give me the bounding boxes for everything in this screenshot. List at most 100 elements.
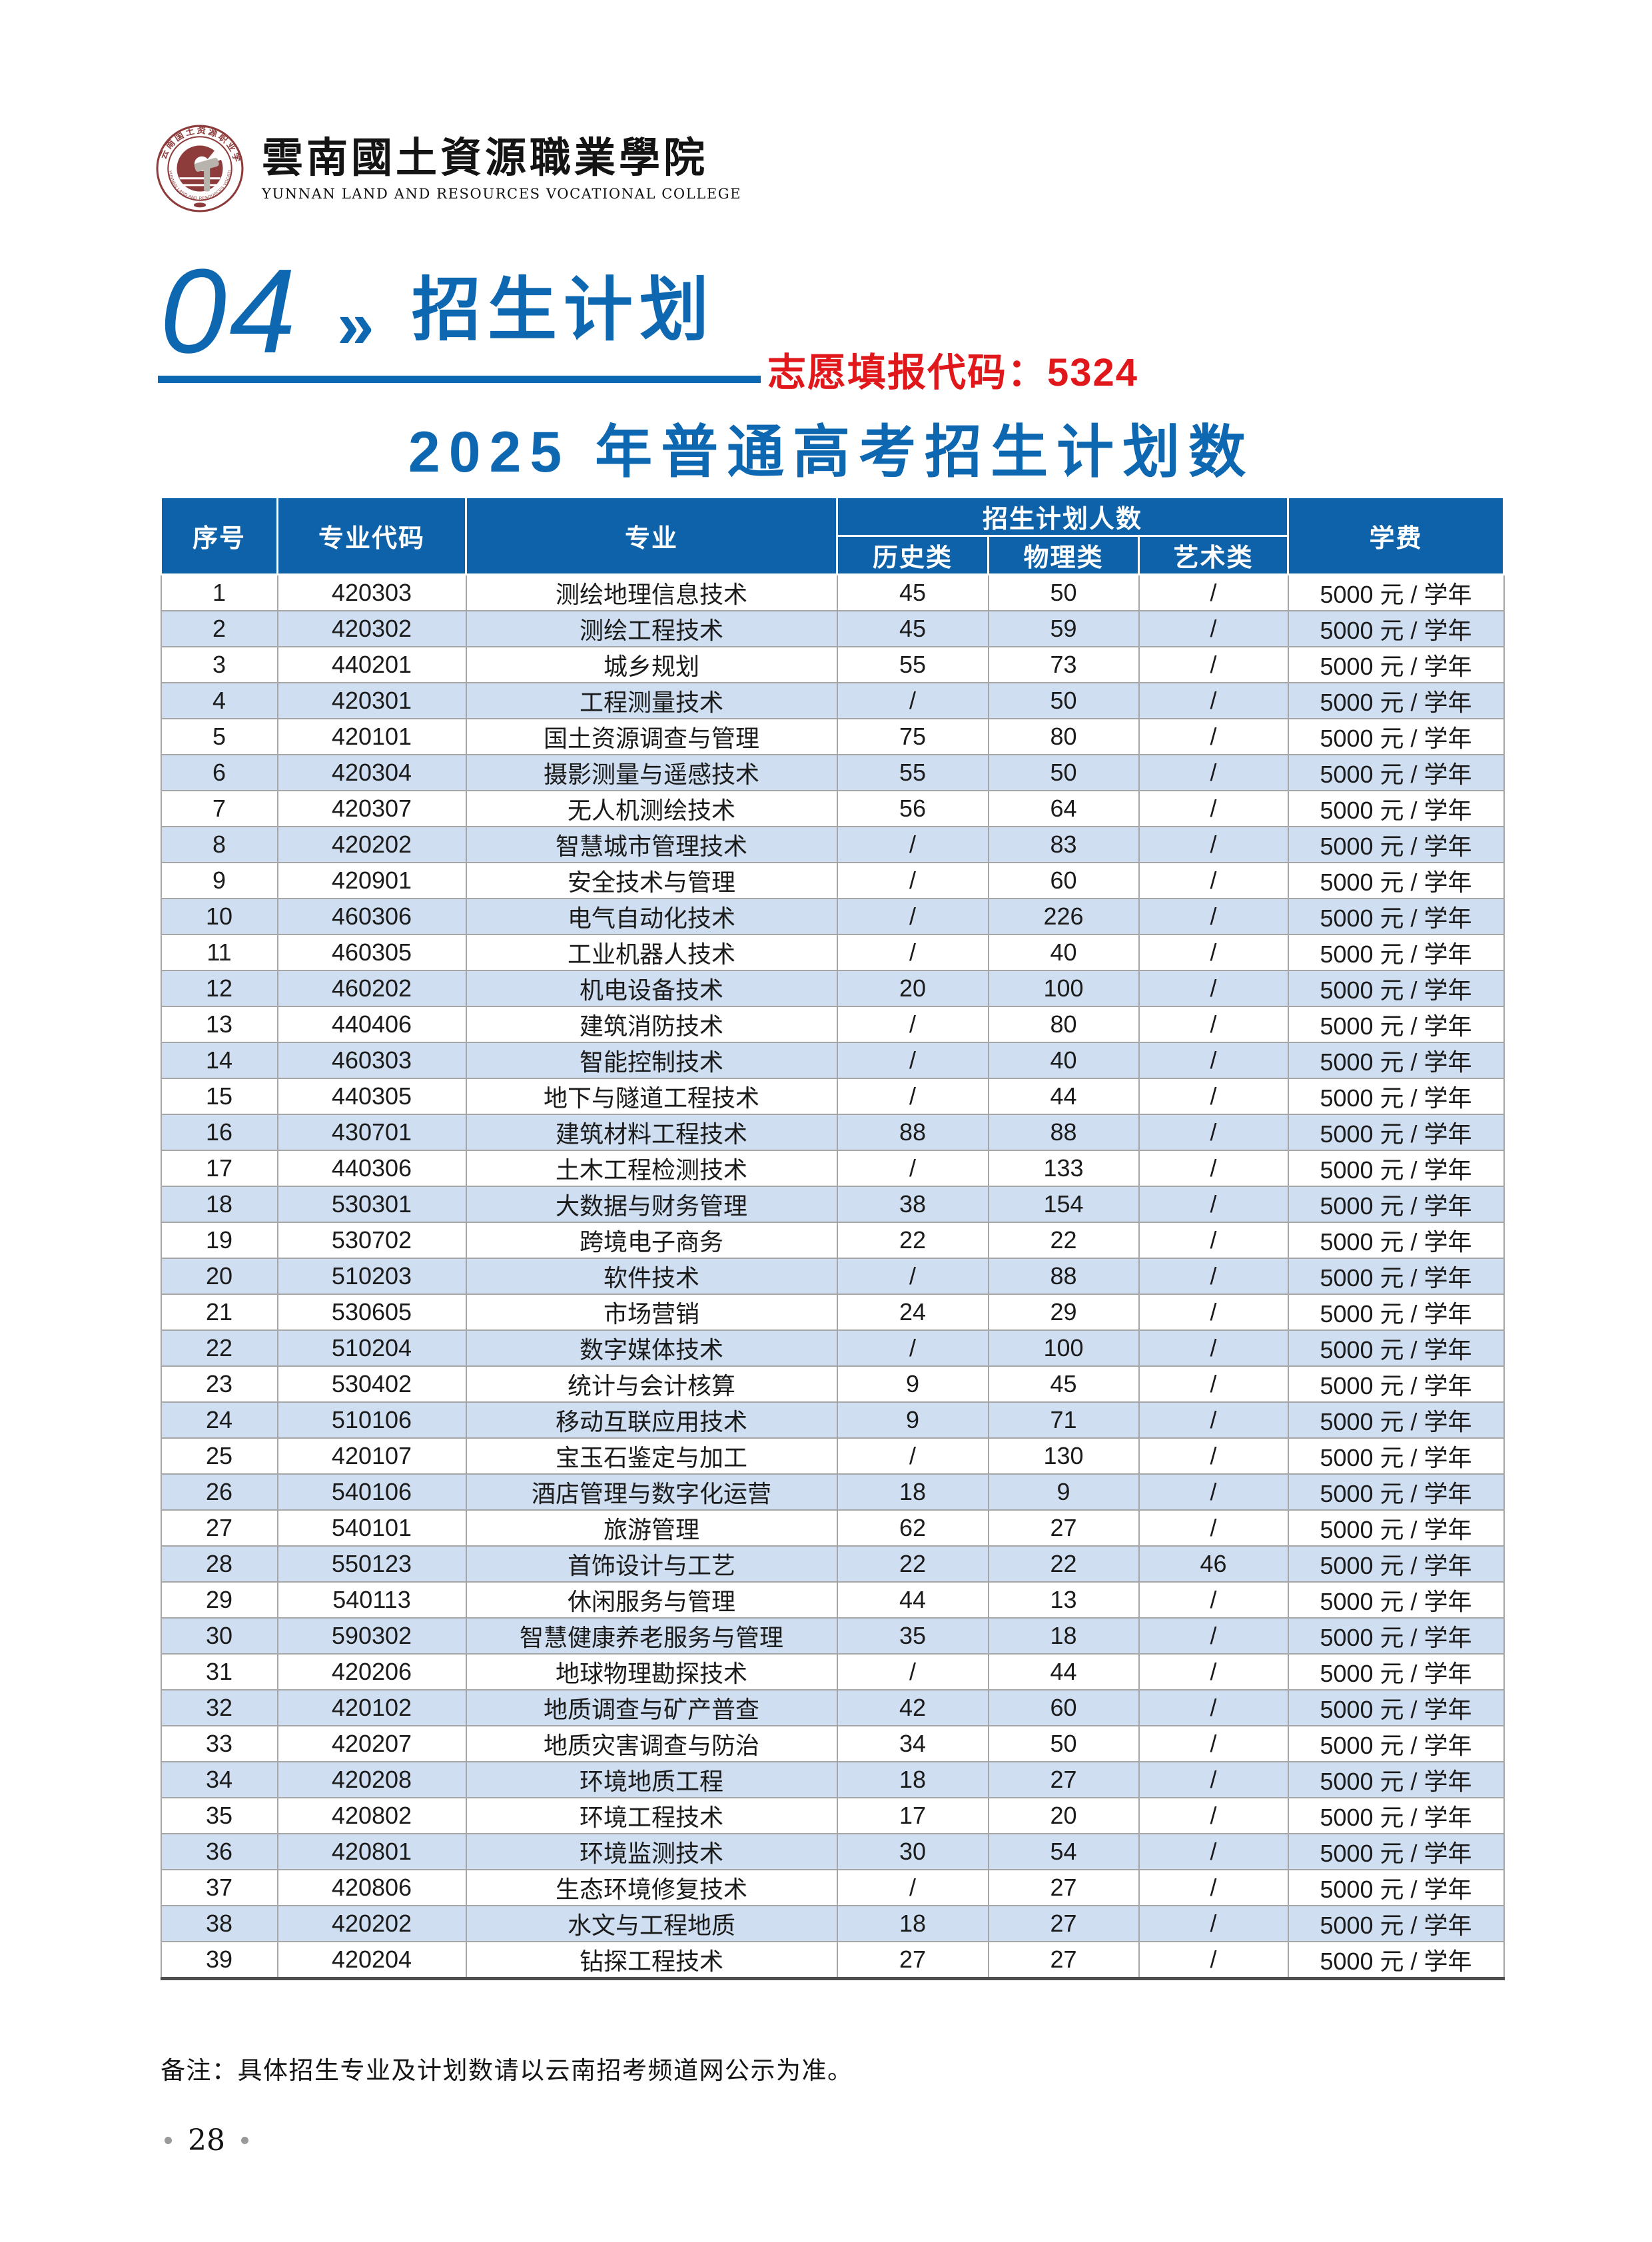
cell-history: / xyxy=(836,1869,989,1906)
cell-no: 3 xyxy=(160,646,278,683)
cell-arts: / xyxy=(1138,682,1289,719)
cell-physics: 60 xyxy=(987,862,1140,899)
table-row: 37 420806 生态环境修复技术 / 27 / 5000 元 / 学年 xyxy=(160,1869,1505,1906)
cell-tuition: 5000 元 / 学年 xyxy=(1287,1473,1505,1511)
cell-history: 75 xyxy=(836,718,989,755)
table-row: 36 420801 环境监测技术 30 54 / 5000 元 / 学年 xyxy=(160,1833,1505,1870)
table-row: 26 540106 酒店管理与数字化运营 18 9 / 5000 元 / 学年 xyxy=(160,1473,1505,1511)
cell-major: 环境监测技术 xyxy=(465,1833,838,1870)
table-row: 2 420302 测绘工程技术 45 59 / 5000 元 / 学年 xyxy=(160,610,1505,647)
cell-physics: 22 xyxy=(987,1222,1140,1259)
cell-major-code: 420207 xyxy=(276,1725,467,1762)
cell-tuition: 5000 元 / 学年 xyxy=(1287,1905,1505,1942)
col-header-tuition: 学费 xyxy=(1287,496,1505,575)
cell-physics: 9 xyxy=(987,1473,1140,1511)
cell-major-code: 420204 xyxy=(276,1941,467,1980)
table-row: 9 420901 安全技术与管理 / 60 / 5000 元 / 学年 xyxy=(160,862,1505,899)
cell-history: / xyxy=(836,1653,989,1690)
cell-history: 24 xyxy=(836,1294,989,1331)
cell-tuition: 5000 元 / 学年 xyxy=(1287,1725,1505,1762)
cell-tuition: 5000 元 / 学年 xyxy=(1287,898,1505,935)
cell-tuition: 5000 元 / 学年 xyxy=(1287,1294,1505,1331)
cell-physics: 40 xyxy=(987,1042,1140,1079)
cell-no: 17 xyxy=(160,1150,278,1187)
cell-arts: / xyxy=(1138,1725,1289,1762)
cell-major-code: 420303 xyxy=(276,573,467,611)
cell-major: 统计与会计核算 xyxy=(465,1365,838,1403)
cell-arts: / xyxy=(1138,1329,1289,1367)
table-row: 21 530605 市场营销 24 29 / 5000 元 / 学年 xyxy=(160,1294,1505,1331)
cell-major: 土木工程检测技术 xyxy=(465,1150,838,1187)
cell-history: 55 xyxy=(836,754,989,791)
cell-history: 22 xyxy=(836,1545,989,1583)
cell-major: 地球物理勘探技术 xyxy=(465,1653,838,1690)
seal-icon: 云南国土资源职业学院 YUNNAN LAND AND RESOURCES VOC… xyxy=(150,115,244,212)
cell-tuition: 5000 元 / 学年 xyxy=(1287,934,1505,971)
enrollment-table: 序号 专业代码 专业 招生计划人数 学费 历史类 物理类 艺术类 1 42030… xyxy=(160,496,1505,1980)
cell-major: 智能控制技术 xyxy=(465,1042,838,1079)
cell-history: 45 xyxy=(836,610,989,647)
cell-no: 9 xyxy=(160,862,278,899)
cell-major: 建筑消防技术 xyxy=(465,1006,838,1043)
cell-major: 工业机器人技术 xyxy=(465,934,838,971)
cell-major: 测绘地理信息技术 xyxy=(465,573,838,611)
cell-no: 8 xyxy=(160,826,278,863)
cell-major: 无人机测绘技术 xyxy=(465,790,838,827)
cell-no: 2 xyxy=(160,610,278,647)
cell-arts: / xyxy=(1138,573,1289,611)
cell-no: 23 xyxy=(160,1365,278,1403)
cell-arts: / xyxy=(1138,610,1289,647)
section-underline xyxy=(158,376,761,383)
cell-history: 22 xyxy=(836,1222,989,1259)
cell-major-code: 440406 xyxy=(276,1006,467,1043)
cell-major-code: 510204 xyxy=(276,1329,467,1367)
cell-arts: / xyxy=(1138,754,1289,791)
page-number-block: 28 xyxy=(165,2123,248,2157)
cell-arts: / xyxy=(1138,826,1289,863)
cell-physics: 154 xyxy=(987,1186,1140,1223)
cell-major-code: 530702 xyxy=(276,1222,467,1259)
cell-no: 1 xyxy=(160,573,278,611)
cell-no: 34 xyxy=(160,1761,278,1798)
cell-arts: / xyxy=(1138,1869,1289,1906)
cell-major: 智慧健康养老服务与管理 xyxy=(465,1617,838,1655)
cell-physics: 27 xyxy=(987,1761,1140,1798)
cell-major-code: 440201 xyxy=(276,646,467,683)
cell-major-code: 510203 xyxy=(276,1258,467,1295)
remark-note: 备注：具体招生专业及计划数请以云南招考频道网公示为准。 xyxy=(161,2057,853,2084)
cell-no: 26 xyxy=(160,1473,278,1511)
cell-arts: / xyxy=(1138,1294,1289,1331)
cell-physics: 100 xyxy=(987,1329,1140,1367)
cell-physics: 60 xyxy=(987,1689,1140,1726)
table-row: 5 420101 国土资源调查与管理 75 80 / 5000 元 / 学年 xyxy=(160,718,1505,755)
cell-major: 大数据与财务管理 xyxy=(465,1186,838,1223)
cell-physics: 44 xyxy=(987,1078,1140,1115)
cell-major-code: 420806 xyxy=(276,1869,467,1906)
cell-physics: 29 xyxy=(987,1294,1140,1331)
table-row: 19 530702 跨境电子商务 22 22 / 5000 元 / 学年 xyxy=(160,1222,1505,1259)
cell-tuition: 5000 元 / 学年 xyxy=(1287,1617,1505,1655)
cell-arts: / xyxy=(1138,646,1289,683)
table-row: 4 420301 工程测量技术 / 50 / 5000 元 / 学年 xyxy=(160,682,1505,719)
cell-physics: 88 xyxy=(987,1114,1140,1151)
table-row: 34 420208 环境地质工程 18 27 / 5000 元 / 学年 xyxy=(160,1761,1505,1798)
page-number: 28 xyxy=(188,2123,225,2157)
cell-physics: 100 xyxy=(987,970,1140,1007)
cell-no: 18 xyxy=(160,1186,278,1223)
cell-major: 休闲服务与管理 xyxy=(465,1581,838,1619)
cell-arts: / xyxy=(1138,1006,1289,1043)
cell-no: 15 xyxy=(160,1078,278,1115)
cell-major-code: 460306 xyxy=(276,898,467,935)
cell-physics: 13 xyxy=(987,1581,1140,1619)
table-row: 29 540113 休闲服务与管理 44 13 / 5000 元 / 学年 xyxy=(160,1581,1505,1619)
cell-physics: 59 xyxy=(987,610,1140,647)
cell-no: 11 xyxy=(160,934,278,971)
cell-major: 跨境电子商务 xyxy=(465,1222,838,1259)
cell-tuition: 5000 元 / 学年 xyxy=(1287,970,1505,1007)
cell-history: 62 xyxy=(836,1509,989,1547)
cell-history: 38 xyxy=(836,1186,989,1223)
cell-major: 国土资源调查与管理 xyxy=(465,718,838,755)
cell-history: / xyxy=(836,1078,989,1115)
cell-physics: 50 xyxy=(987,1725,1140,1762)
cell-major-code: 420202 xyxy=(276,826,467,863)
